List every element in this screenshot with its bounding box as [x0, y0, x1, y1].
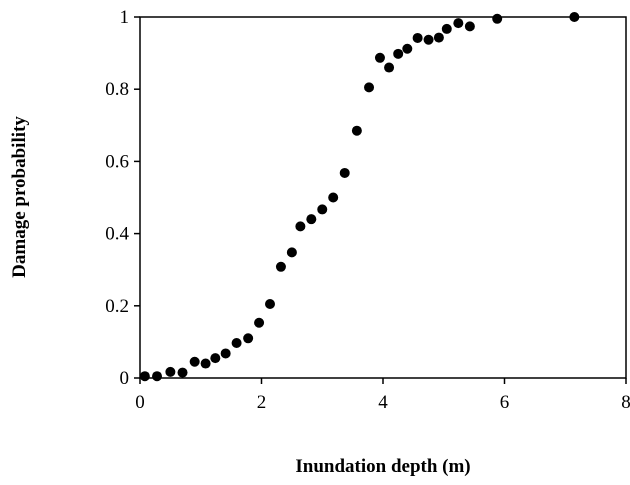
x-tick-label: 8 — [621, 392, 630, 413]
data-point — [275, 261, 286, 272]
y-axis: 0 0.2 0.4 0.6 0.8 1 — [105, 7, 140, 389]
data-point — [210, 353, 221, 364]
data-point — [317, 204, 328, 215]
data-point — [453, 18, 464, 29]
data-point — [433, 32, 444, 43]
y-tick-label: 0.4 — [105, 224, 129, 245]
data-point — [351, 125, 362, 136]
data-point — [139, 371, 150, 382]
data-point — [464, 21, 475, 32]
data-point — [200, 358, 211, 369]
data-point — [423, 34, 434, 45]
data-point — [243, 333, 254, 344]
data-point — [374, 52, 385, 63]
y-tick-label: 0.6 — [105, 151, 129, 172]
data-point — [339, 167, 350, 178]
x-tick-label: 0 — [135, 392, 145, 413]
data-point — [165, 366, 176, 377]
data-point — [384, 62, 395, 73]
data-point — [295, 221, 306, 232]
data-point — [152, 371, 163, 382]
data-point — [402, 43, 413, 54]
y-tick-label: 0.8 — [105, 79, 129, 100]
plot-area-frame — [139, 16, 627, 379]
data-point — [177, 367, 188, 378]
data-point — [286, 247, 297, 258]
y-axis-title: Damage probability — [9, 116, 30, 278]
x-tick-label: 2 — [257, 392, 267, 413]
x-tick-label: 6 — [500, 392, 510, 413]
data-point — [441, 23, 452, 34]
data-point — [569, 12, 580, 22]
data-point — [328, 192, 339, 203]
data-point — [254, 317, 265, 328]
data-points — [139, 12, 580, 382]
x-tick-label: 4 — [378, 392, 388, 413]
data-point — [393, 48, 404, 59]
data-point — [412, 32, 423, 43]
y-tick-label: 0 — [120, 368, 130, 389]
x-axis: 0 2 4 6 8 — [135, 378, 630, 413]
data-point — [220, 348, 231, 359]
data-point — [231, 337, 242, 348]
x-axis-title: Inundation depth (m) — [295, 456, 470, 477]
data-point — [306, 214, 317, 225]
y-tick-label: 1 — [120, 7, 130, 28]
data-point — [265, 298, 276, 309]
data-point — [189, 356, 200, 367]
data-point — [492, 13, 503, 24]
data-point — [364, 82, 375, 93]
y-tick-label: 0.2 — [105, 296, 129, 317]
